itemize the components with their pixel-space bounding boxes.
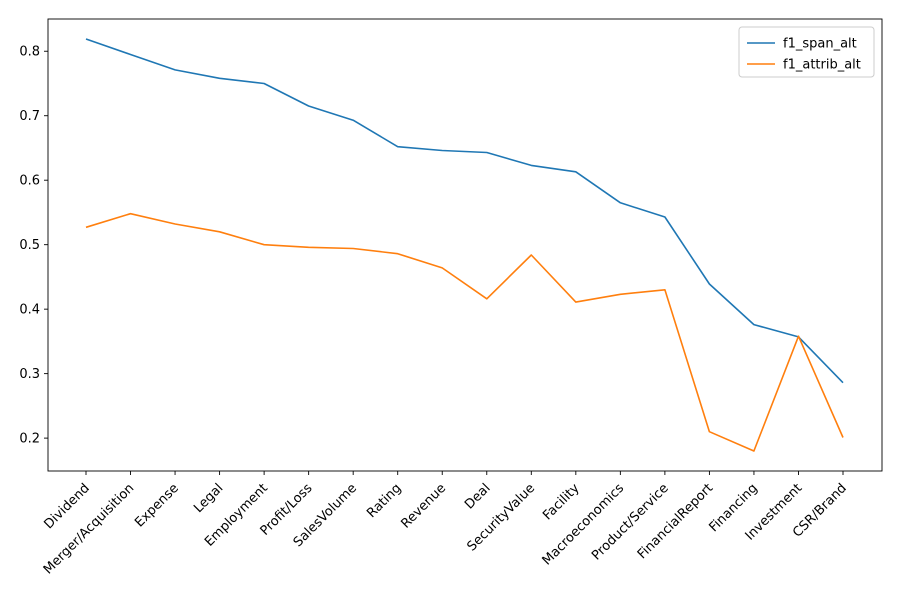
x-tick-label: Rating xyxy=(364,481,404,521)
y-tick-label: 0.4 xyxy=(19,303,40,318)
x-tick-label: Macroeconomics xyxy=(540,481,628,569)
legend-label: f1_attrib_alt xyxy=(783,58,861,73)
x-tick-label: Legal xyxy=(191,481,226,516)
y-tick-label: 0.5 xyxy=(19,238,40,253)
series-line-f1_span_alt xyxy=(85,38,844,384)
x-tick-label: Merger/Acquisition xyxy=(41,481,138,578)
x-tick-label: Deal xyxy=(462,481,494,513)
x-tick-label: Facility xyxy=(540,481,583,524)
series-lines xyxy=(85,38,844,452)
y-tick-label: 0.2 xyxy=(19,432,40,447)
x-tick-label: Expense xyxy=(132,481,182,531)
y-tick-label: 0.8 xyxy=(19,45,40,60)
plot-frame xyxy=(47,18,883,472)
series-line-f1_attrib_alt xyxy=(85,212,844,452)
y-tick-label: 0.3 xyxy=(19,367,40,382)
y-tick-label: 0.7 xyxy=(19,109,40,124)
legend-label: f1_span_alt xyxy=(783,37,857,52)
legend: f1_span_alt f1_attrib_alt xyxy=(738,26,875,78)
plot-area xyxy=(48,19,882,471)
x-tick-label: FinancialReport xyxy=(635,481,716,562)
y-axis: 0.2 0.3 0.4 0.5 0.6 0.7 0.8 xyxy=(19,45,48,447)
x-tick-label: Revenue xyxy=(398,481,449,532)
y-tick-label: 0.6 xyxy=(19,174,40,189)
x-tick-label: Product/Service xyxy=(589,481,672,564)
